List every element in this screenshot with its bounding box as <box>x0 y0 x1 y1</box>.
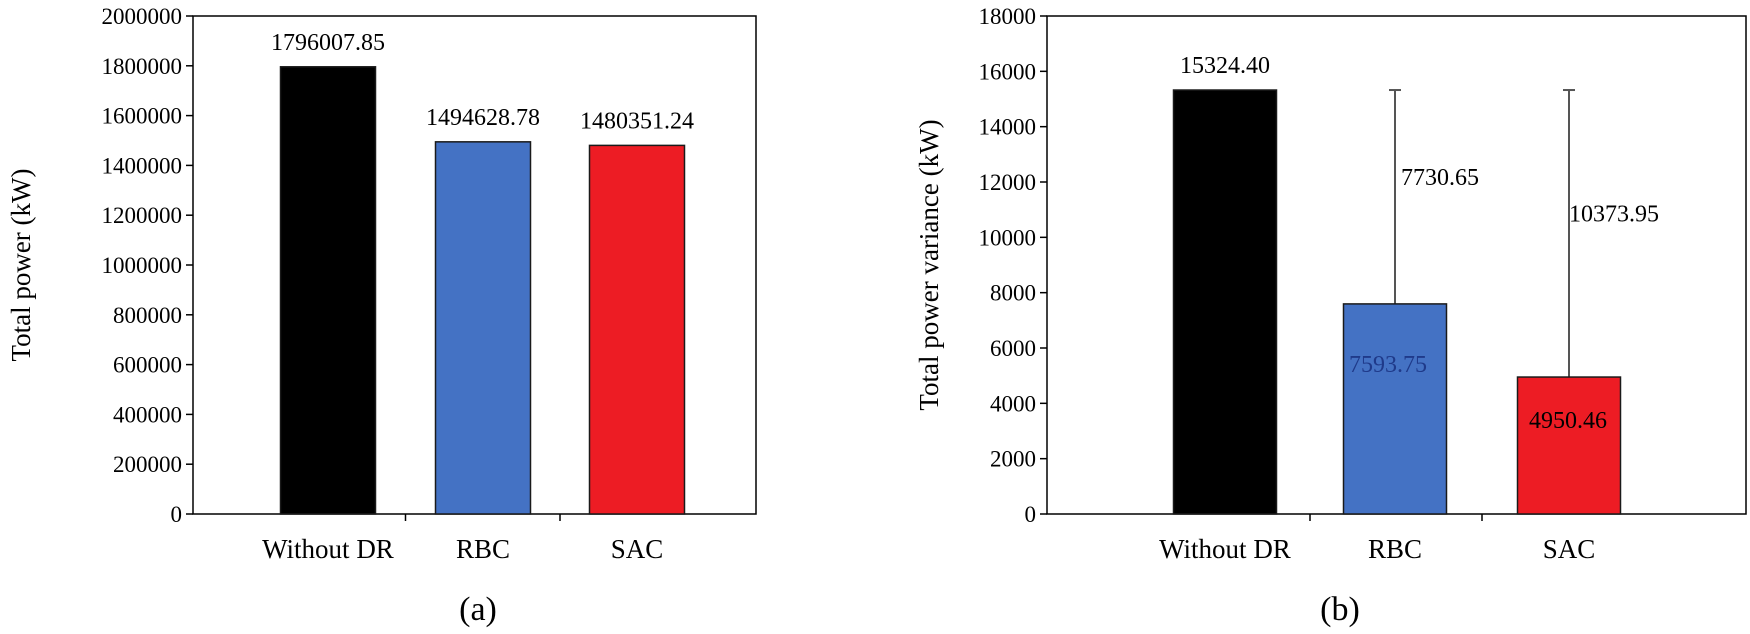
chart-b-y-tick-label: 2000 <box>990 447 1036 472</box>
chart-b-y-tick-label: 18000 <box>979 4 1037 29</box>
chart-b-caption: (b) <box>1320 591 1360 628</box>
chart-a-category-label: RBC <box>456 534 510 564</box>
chart-a-data-label: 1494628.78 <box>426 105 540 131</box>
chart-b-y-tick-label: 8000 <box>990 281 1036 306</box>
chart-a-y-axis-title: Total power (kW) <box>6 168 36 361</box>
chart-a-y-tick-label: 1800000 <box>102 54 183 79</box>
chart-a-y-tick-label: 600000 <box>113 353 182 378</box>
chart-a-total-power: Total power (kW) (a) 0 200000 400000 600000… <box>6 4 757 628</box>
chart-b-data-label: 7593.75 <box>1349 352 1427 378</box>
chart-b-y-tick-label: 6000 <box>990 336 1036 361</box>
chart-b-bar <box>1516 376 1622 515</box>
chart-b-y-tick-label: 14000 <box>979 115 1037 140</box>
chart-a-bar <box>434 141 532 515</box>
chart-a-category-label: Without DR <box>262 534 394 564</box>
chart-a-y-tick-label: 2000000 <box>102 4 183 29</box>
chart-b-bar <box>1342 303 1448 515</box>
chart-b-error-label: 10373.95 <box>1569 202 1659 228</box>
chart-b-y-tick-label: 12000 <box>979 170 1037 195</box>
chart-a-bar <box>588 144 686 515</box>
chart-a-data-label: 1796007.85 <box>271 30 385 56</box>
chart-a-caption: (a) <box>459 591 497 628</box>
chart-b-y-tick-label: 10000 <box>979 225 1037 250</box>
chart-b-y-tick-label: 16000 <box>979 59 1037 84</box>
chart-a-y-tick-label: 800000 <box>113 303 182 328</box>
chart-b-y-tick-label: 4000 <box>990 391 1036 416</box>
chart-a-y-tick-label: 1200000 <box>102 203 183 228</box>
chart-a-bar <box>279 66 377 515</box>
chart-a-y-tick-label: 1400000 <box>102 153 183 178</box>
chart-b-error-label: 7730.65 <box>1401 165 1479 191</box>
chart-a-category-label: SAC <box>611 534 664 564</box>
chart-a-y-tick-label: 1000000 <box>102 253 183 278</box>
chart-b-category-label: SAC <box>1543 534 1596 564</box>
chart-a-y-tick-label: 400000 <box>113 402 182 427</box>
chart-a-data-label: 1480351.24 <box>580 108 694 134</box>
chart-a-y-tick-label: 1600000 <box>102 104 183 129</box>
chart-b-y-axis-title: Total power variance (kW) <box>914 119 944 410</box>
chart-b-total-power-variance: Total power variance (kW) (b) 0 2000 4000 6… <box>914 4 1747 628</box>
chart-a-y-tick-label: 0 <box>171 502 183 527</box>
chart-b-y-tick-label: 0 <box>1025 502 1037 527</box>
chart-b-bar <box>1172 89 1278 515</box>
chart-b-data-label: 4950.46 <box>1529 408 1607 434</box>
chart-b-category-label: Without DR <box>1159 534 1291 564</box>
chart-b-data-label: 15324.40 <box>1180 53 1270 79</box>
chart-a-y-tick-label: 200000 <box>113 452 182 477</box>
chart-b-category-label: RBC <box>1368 534 1422 564</box>
